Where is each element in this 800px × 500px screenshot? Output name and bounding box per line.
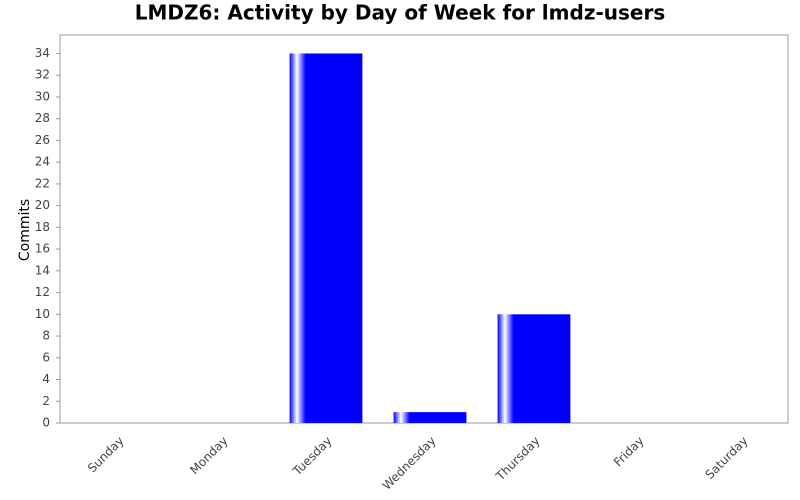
y-tick-label: 12 [35,285,50,299]
chart-title: LMDZ6: Activity by Day of Week for lmdz-… [135,1,665,25]
y-tick-label: 6 [42,350,50,364]
x-tick-label: Tuesday [289,434,334,479]
x-tick-label: Friday [611,434,647,470]
y-tick-label: 2 [42,394,50,408]
y-tick-label: 16 [35,242,50,256]
y-tick-label: 34 [35,46,50,60]
y-tick-label: 4 [42,372,50,386]
y-tick-label: 28 [35,111,50,125]
y-tick-label: 26 [35,133,50,147]
y-tick-label: 24 [35,155,50,169]
x-tick-label: Sunday [85,434,127,476]
y-tick-label: 32 [35,68,50,82]
y-axis-title: Commits [17,199,33,261]
y-tick-label: 0 [42,416,50,430]
bar [289,53,363,423]
x-tick-label: Monday [187,434,230,477]
y-tick-label: 10 [35,307,50,321]
x-tick-label: Saturday [702,434,750,482]
x-tick-label: Thursday [493,434,543,484]
y-tick-label: 18 [35,220,50,234]
y-tick-label: 22 [35,176,50,190]
plot-area [59,34,789,424]
x-tick-label: Wednesday [380,434,439,493]
y-tick-label: 14 [35,263,50,277]
y-tick-label: 30 [35,89,50,103]
y-tick-label: 8 [42,329,50,343]
bar [497,314,571,423]
y-tick-label: 20 [35,198,50,212]
bar [393,412,467,423]
